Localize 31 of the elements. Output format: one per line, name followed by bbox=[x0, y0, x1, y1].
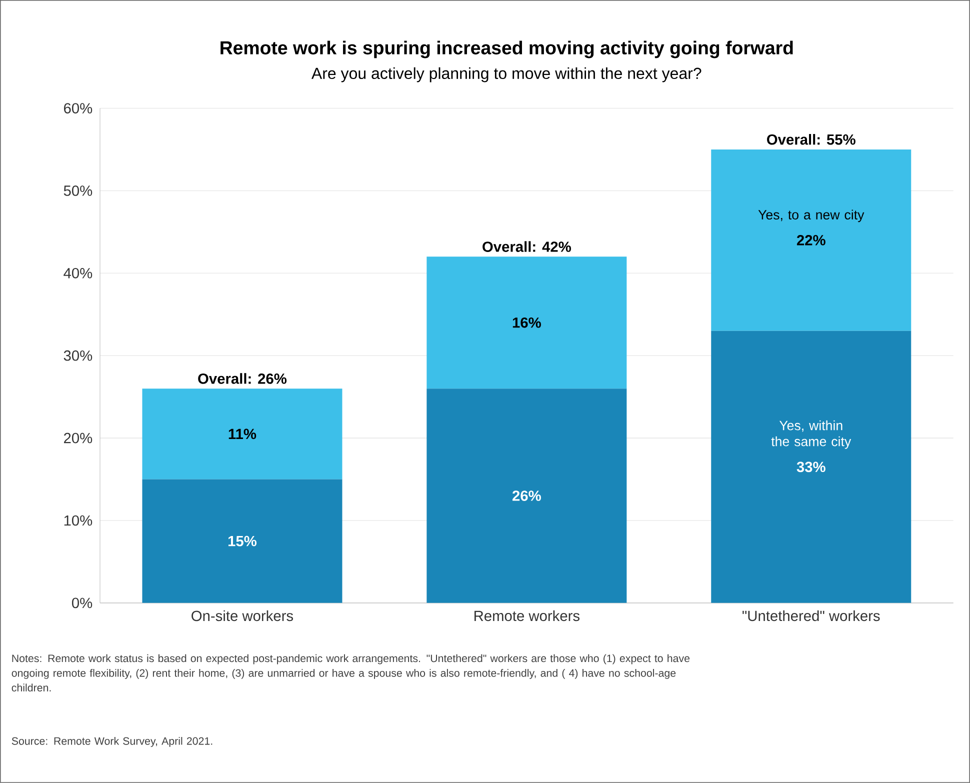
y-tick-label: 10% bbox=[64, 515, 92, 526]
data-label: 26% bbox=[512, 490, 541, 501]
x-tick-label: Remote workers bbox=[474, 610, 580, 622]
data-label: 15% bbox=[228, 536, 257, 546]
data-label: 16% bbox=[512, 317, 541, 328]
y-tick-label: 0% bbox=[72, 598, 92, 608]
y-tick-label: 40% bbox=[64, 268, 92, 278]
bar bbox=[142, 388, 342, 480]
y-tick-label: 30% bbox=[64, 350, 92, 361]
bar bbox=[711, 150, 912, 331]
series-label: Yes, within the same city bbox=[771, 420, 852, 449]
data-label: 22% bbox=[796, 235, 826, 246]
y-tick-label: 20% bbox=[64, 432, 92, 444]
chart-subtitle: Are you actively planning to move within the next year? bbox=[311, 67, 702, 82]
x-tick-label: "Untethered" workers bbox=[742, 610, 880, 622]
y-tick-label: 60% bbox=[64, 103, 92, 114]
bar bbox=[426, 388, 627, 603]
chart-title: Remote work is spuring increased moving activity going forward bbox=[220, 40, 793, 58]
bar bbox=[142, 479, 342, 603]
y-tick-label: 50% bbox=[64, 186, 92, 196]
total-label: Overall: 42% bbox=[482, 241, 571, 252]
total-label: Overall: 55% bbox=[767, 134, 856, 145]
text: Notes: Remote work status is based on expected post-pandemic work arrangements. "Untethered" workers are those who (1) expect to have ongoing remote flexibility, (2) rent their home, (3) are unmarried or have a spouse who is also remote-friendly, and ( 4) have no school-age children. bbox=[12, 654, 690, 692]
x-tick-label: On-site workers bbox=[192, 610, 294, 622]
series-label: Yes, to a new city bbox=[758, 210, 864, 222]
data-label: 11% bbox=[228, 428, 256, 440]
source-note: Source: Remote Work Survey, April 2021. bbox=[12, 737, 212, 747]
bar bbox=[426, 256, 627, 389]
bar bbox=[711, 330, 912, 603]
data-label: 33% bbox=[796, 462, 826, 472]
total-label: Overall: 26% bbox=[198, 373, 287, 384]
